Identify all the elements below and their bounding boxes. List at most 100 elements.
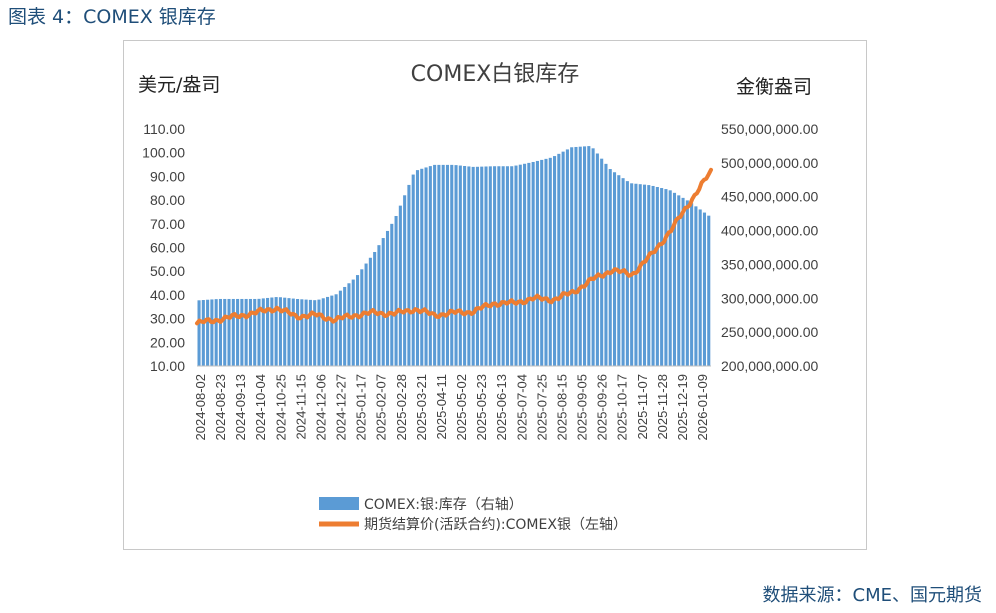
x-tick-label: 2024-10-04 xyxy=(253,374,268,441)
inventory-bar xyxy=(510,166,514,366)
inventory-bar xyxy=(338,290,342,366)
inventory-bar xyxy=(257,298,261,366)
x-tick-label: 2024-10-25 xyxy=(273,374,288,441)
inventory-bar xyxy=(480,166,484,366)
inventory-bar xyxy=(463,165,467,366)
inventory-bar xyxy=(441,164,445,366)
inventory-bar xyxy=(664,189,668,366)
inventory-bar xyxy=(390,223,394,366)
x-tick-label: 2025-05-02 xyxy=(454,374,469,441)
inventory-bar xyxy=(570,147,574,366)
inventory-bar xyxy=(557,153,561,366)
inventory-bar xyxy=(381,238,385,366)
inventory-bar xyxy=(647,185,651,366)
inventory-bar xyxy=(672,192,677,366)
left-tick-label: 60.00 xyxy=(150,240,185,256)
inventory-bar xyxy=(642,184,647,366)
inventory-bar xyxy=(604,163,608,366)
inventory-bar xyxy=(505,166,509,366)
inventory-bar xyxy=(227,298,231,366)
inventory-bar xyxy=(266,297,270,366)
left-tick-label: 40.00 xyxy=(150,287,185,303)
inventory-bar xyxy=(270,297,274,366)
inventory-bar xyxy=(197,300,201,366)
inventory-bar xyxy=(591,148,595,366)
chart-svg: COMEX白银库存 美元/盎司 金衡盎司 10.00 20.00 30.00 40.0… xyxy=(138,62,819,533)
inventory-bar xyxy=(377,245,381,366)
inventory-bar xyxy=(450,164,454,366)
source-note: 数据来源：CME、国元期货 xyxy=(762,585,982,606)
right-tick-label: 500,000,000.00 xyxy=(721,155,819,171)
inventory-bar xyxy=(475,166,479,366)
inventory-bar xyxy=(253,298,257,366)
left-tick-label: 30.00 xyxy=(150,311,185,327)
x-tick-label: 2024-08-23 xyxy=(213,374,228,441)
inventory-bar xyxy=(304,299,308,366)
x-tick-label: 2025-06-13 xyxy=(494,374,509,441)
right-tick-label: 250,000,000.00 xyxy=(721,324,819,340)
inventory-bar xyxy=(445,164,450,366)
inventory-bar xyxy=(561,151,565,366)
inventory-bar xyxy=(578,146,582,366)
figure-caption: 图表 4：COMEX 银库存 xyxy=(8,6,216,28)
inventory-bar xyxy=(317,299,321,366)
inventory-bar xyxy=(420,168,424,366)
inventory-bar xyxy=(394,215,398,366)
inventory-bar xyxy=(433,164,437,366)
inventory-bar xyxy=(261,298,265,366)
inventory-bar xyxy=(608,169,612,366)
legend: COMEX:银:库存（右轴） 期货结算价(活跃合约):COMEX银（左轴） xyxy=(319,497,627,533)
inventory-bar xyxy=(655,186,659,366)
inventory-bar xyxy=(218,298,222,366)
x-tick-label: 2025-02-07 xyxy=(374,374,389,441)
inventory-bar xyxy=(283,297,287,366)
left-tick-label: 50.00 xyxy=(150,263,185,279)
right-tick-label: 350,000,000.00 xyxy=(721,256,819,272)
x-tick-label: 2025-07-04 xyxy=(514,374,529,441)
right-axis-ticks: 200,000,000.00 250,000,000.00 300,000,000.… xyxy=(721,121,819,374)
inventory-bar xyxy=(595,153,599,366)
x-tick-label: 2025-08-15 xyxy=(554,374,569,441)
right-tick-label: 450,000,000.00 xyxy=(721,189,819,205)
right-tick-label: 550,000,000.00 xyxy=(721,121,819,137)
left-tick-label: 90.00 xyxy=(150,168,185,184)
inventory-bar xyxy=(574,146,578,366)
inventory-bar xyxy=(201,300,205,366)
inventory-bar xyxy=(398,205,402,366)
inventory-bar xyxy=(493,166,497,366)
inventory-bar xyxy=(458,165,462,366)
x-tick-label: 2025-09-26 xyxy=(595,374,610,441)
inventory-bar xyxy=(407,184,411,366)
inventory-bar xyxy=(278,297,282,366)
inventory-bar xyxy=(343,286,347,366)
inventory-bar xyxy=(428,166,432,366)
inventory-bar xyxy=(690,203,694,366)
inventory-bar xyxy=(471,166,475,366)
inventory-bar xyxy=(527,162,531,366)
inventory-bar xyxy=(214,299,218,366)
inventory-bar xyxy=(424,167,428,366)
x-tick-label: 2026-01-09 xyxy=(695,374,710,441)
inventory-bar xyxy=(523,163,527,366)
inventory-bar xyxy=(501,166,505,366)
inventory-bar xyxy=(287,298,291,366)
inventory-bar xyxy=(403,195,407,366)
inventory-bar xyxy=(540,159,544,366)
inventory-bar xyxy=(415,170,420,366)
inventory-bar xyxy=(206,299,210,366)
inventory-bar xyxy=(638,184,642,366)
inventory-bar xyxy=(668,190,672,366)
inventory-bar xyxy=(210,299,214,366)
inventory-bar xyxy=(334,294,338,366)
inventory-bar xyxy=(565,149,569,366)
inventory-bar xyxy=(300,299,304,366)
inventory-bar xyxy=(600,158,604,366)
inventory-bar xyxy=(236,298,240,366)
legend-bar-swatch xyxy=(319,497,359,510)
inventory-bar xyxy=(497,166,501,366)
inventory-bar xyxy=(467,166,471,366)
inventory-bar xyxy=(454,165,458,366)
inventory-bar xyxy=(651,185,655,366)
inventory-bar xyxy=(223,298,227,366)
inventory-bar xyxy=(240,298,244,366)
